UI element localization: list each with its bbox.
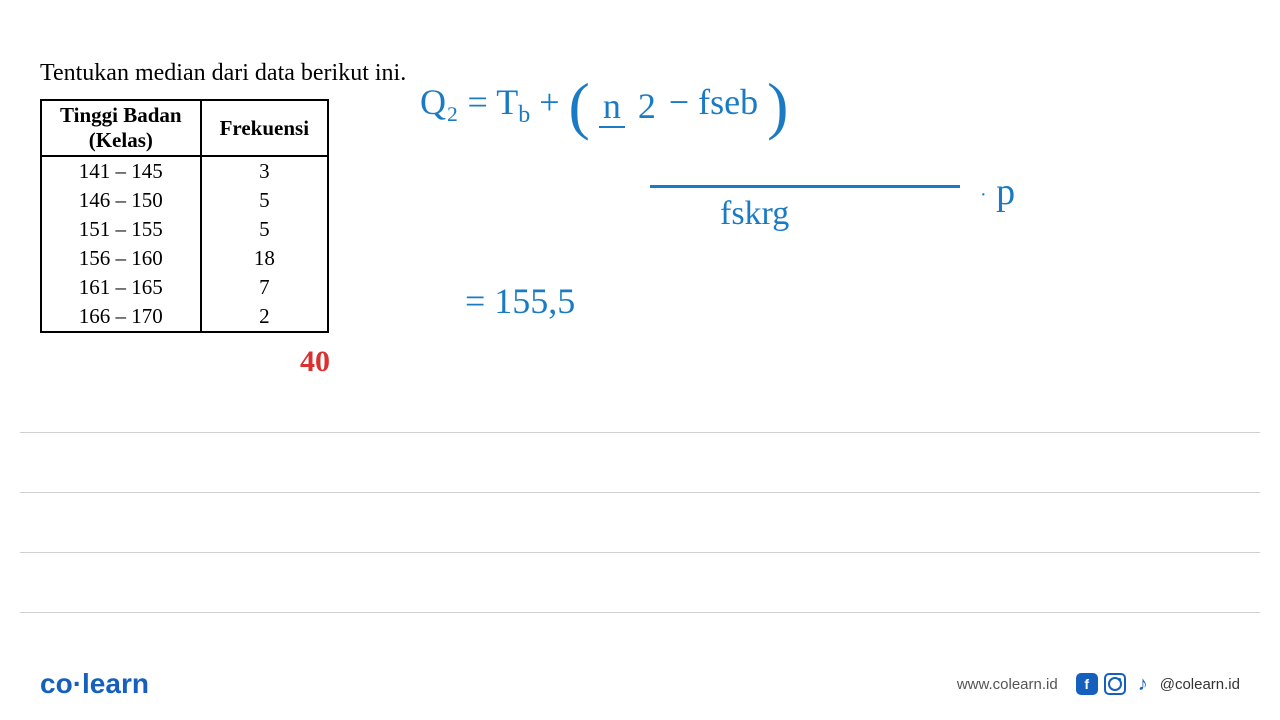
table-header-range: Tinggi Badan (Kelas) <box>42 101 201 156</box>
handwritten-total: 40 <box>300 345 330 379</box>
table-header-freq: Frekuensi <box>201 101 327 156</box>
table-row: 156 – 160 18 <box>42 244 327 273</box>
footer-url: www.colearn.id <box>957 676 1058 693</box>
handwritten-result: = 155,5 <box>465 280 575 322</box>
data-table: Tinggi Badan (Kelas) Frekuensi 141 – 145… <box>40 99 329 333</box>
table-row: 151 – 155 5 <box>42 215 327 244</box>
table-row: 161 – 165 7 <box>42 273 327 302</box>
tiktok-icon: ♪ <box>1132 673 1154 695</box>
table-row: 146 – 150 5 <box>42 186 327 215</box>
handwritten-p: · p <box>980 170 1015 214</box>
footer: co·learn www.colearn.id f ♪ @colearn.id <box>0 668 1280 700</box>
logo: co·learn <box>40 668 149 700</box>
instagram-icon <box>1104 673 1126 695</box>
handwritten-fraction-line <box>650 185 960 188</box>
facebook-icon: f <box>1076 673 1098 695</box>
handwritten-formula: Q₂ = Tb + ( n 2 − fseb ) <box>420 80 788 131</box>
table-row: 166 – 170 2 <box>42 302 327 331</box>
handwritten-denominator: fskrg <box>720 195 789 233</box>
table-row: 141 – 145 3 <box>42 156 327 186</box>
social-icons: f ♪ @colearn.id <box>1076 673 1240 695</box>
social-handle: @colearn.id <box>1160 676 1240 693</box>
